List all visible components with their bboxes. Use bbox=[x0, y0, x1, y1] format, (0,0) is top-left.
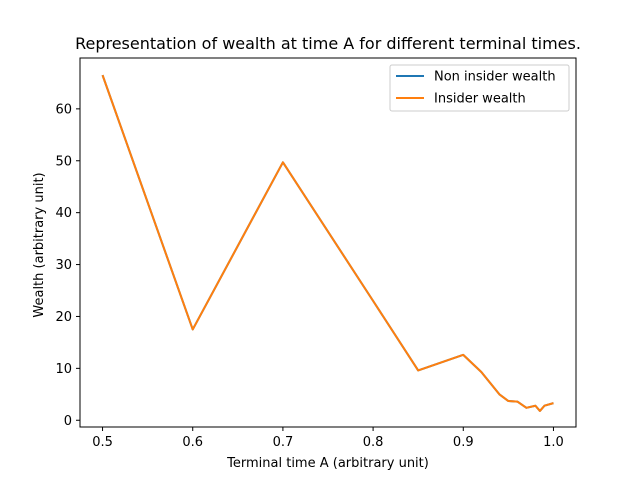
y-tick-label: 60 bbox=[55, 102, 72, 117]
plot-area bbox=[79, 57, 577, 428]
x-axis: 0.5 0.6 0.7 0.8 0.9 1.0 bbox=[92, 427, 564, 450]
x-tick-label: 0.7 bbox=[273, 435, 294, 450]
x-tick-label: 0.9 bbox=[453, 435, 474, 450]
x-axis-label: Terminal time A (arbitrary unit) bbox=[226, 456, 429, 471]
x-tick-label: 0.5 bbox=[92, 435, 113, 450]
series-line-2 bbox=[101, 74, 554, 412]
y-tick-label: 50 bbox=[55, 154, 72, 169]
series-layer bbox=[101, 74, 554, 412]
x-tick-label: 0.8 bbox=[363, 435, 384, 450]
legend: Non insider wealth Insider wealth bbox=[389, 64, 570, 112]
series-line-1 bbox=[101, 74, 554, 412]
legend-label-1: Non insider wealth bbox=[434, 70, 556, 85]
y-axis: 0 10 20 30 40 50 60 bbox=[55, 102, 80, 429]
plot-frame bbox=[79, 57, 577, 428]
chart-title: Representation of wealth at time A for d… bbox=[75, 34, 581, 53]
y-tick-label: 0 bbox=[64, 414, 72, 429]
y-tick-label: 20 bbox=[55, 310, 72, 325]
y-tick-label: 10 bbox=[55, 362, 72, 377]
legend-box bbox=[389, 64, 570, 112]
y-axis-label: Wealth (arbitrary unit) bbox=[32, 172, 47, 317]
y-tick-label: 30 bbox=[55, 258, 72, 273]
x-tick-label: 0.6 bbox=[182, 435, 203, 450]
x-tick-label: 1.0 bbox=[543, 435, 564, 450]
legend-label-2: Insider wealth bbox=[434, 92, 526, 107]
y-tick-label: 40 bbox=[55, 206, 72, 221]
